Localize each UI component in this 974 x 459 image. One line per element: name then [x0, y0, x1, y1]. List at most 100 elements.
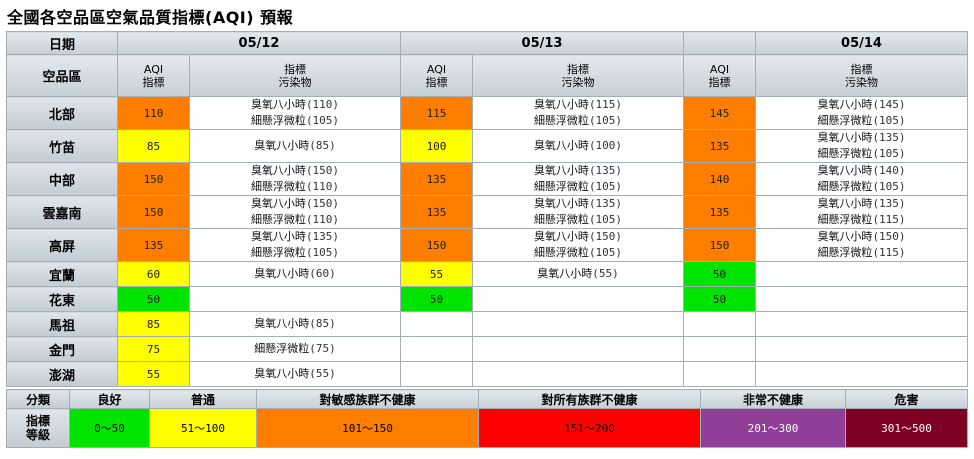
legend-index-label: 指標 等級 — [6, 408, 70, 448]
pollutant-name: 臭氧八小時 — [250, 164, 306, 177]
aqi-header-line2: 指標 — [708, 75, 731, 89]
legend-index-label-line1: 指標 — [25, 414, 50, 428]
pollutant-value: (105) — [305, 246, 340, 259]
pollutant-name: 臭氧八小時 — [254, 367, 310, 380]
pollutant-line: 臭氧八小時(150) — [191, 197, 400, 213]
date-col-0512: 05/12 — [117, 31, 401, 55]
pollutant-name: 臭氧八小時 — [254, 317, 310, 330]
pollutant-line: 臭氧八小時(100) — [474, 138, 683, 154]
pollutant-value: (150) — [588, 230, 623, 243]
pollutant-header: 指標 污染物 — [755, 54, 968, 97]
pollutant-name: 細懸浮微粒 — [817, 246, 873, 259]
pollutant-line: 臭氧八小時(85) — [191, 138, 400, 154]
pollutant-line: 臭氧八小時(55) — [191, 366, 400, 382]
pollutant-line: 細懸浮微粒(75) — [191, 341, 400, 357]
pollutant-line: 細懸浮微粒(105) — [757, 179, 967, 195]
pollutant-name: 細懸浮微粒 — [250, 114, 306, 127]
aqi-value: 135 — [683, 195, 756, 229]
table-row: 金門 75 細懸浮微粒(75) — [6, 336, 968, 362]
aqi-value: 85 — [117, 129, 190, 163]
aqi-header-line1: AQI — [709, 62, 730, 76]
pollutant-line: 細懸浮微粒(105) — [474, 179, 683, 195]
aqi-header: AQI 指標 — [117, 54, 190, 97]
aqi-value: 135 — [400, 162, 473, 196]
table-row: 花東 50 50 50 — [6, 286, 968, 312]
pollutant-value: (105) — [305, 114, 340, 127]
pollutant-cell — [472, 311, 684, 337]
pollutant-cell: 細懸浮微粒(75) — [189, 336, 401, 362]
pollutant-header-line1: 指標 — [850, 62, 873, 76]
pollutant-name: 細懸浮微粒 — [817, 180, 873, 193]
aqi-value — [683, 311, 756, 337]
aqi-value: 75 — [117, 336, 190, 362]
pollutant-cell: 臭氧八小時(140) 細懸浮微粒(105) — [755, 162, 968, 196]
aqi-header-line1: AQI — [426, 62, 447, 76]
pollutant-value: (150) — [872, 230, 906, 243]
pollutant-cell — [755, 361, 968, 387]
table-row: 高屏 135 臭氧八小時(135) 細懸浮微粒(105) 150 臭氧八小時(150) 細懸… — [6, 228, 968, 262]
table-row: 竹苗 85 臭氧八小時(85) 100 臭氧八小時(100) 135 臭氧八小時(135) 細… — [6, 129, 968, 163]
pollutant-cell — [472, 286, 684, 312]
pollutant-value: (135) — [872, 131, 906, 144]
pollutant-value: (85) — [309, 317, 336, 330]
pollutant-line: 細懸浮微粒(110) — [191, 179, 400, 195]
pollutant-cell: 臭氧八小時(60) — [189, 261, 401, 287]
pollutant-cell: 臭氧八小時(135) 細懸浮微粒(105) — [755, 129, 968, 163]
region-name: 雲嘉南 — [6, 195, 118, 229]
aqi-value — [400, 336, 473, 362]
pollutant-line: 細懸浮微粒(115) — [757, 212, 967, 228]
pollutant-name: 臭氧八小時 — [817, 98, 873, 111]
pollutant-name: 細懸浮微粒 — [817, 213, 873, 226]
pollutant-name: 臭氧八小時 — [254, 267, 310, 280]
pollutant-header-line2: 污染物 — [845, 75, 878, 89]
pollutant-name: 細懸浮微粒 — [533, 246, 589, 259]
pollutant-value: (105) — [588, 114, 623, 127]
legend-range-moderate: 51～100 — [149, 408, 257, 448]
pollutant-name: 細懸浮微粒 — [250, 246, 306, 259]
pollutant-value: (110) — [305, 98, 340, 111]
aqi-value — [683, 361, 756, 387]
pollutant-name: 細懸浮微粒 — [817, 114, 873, 127]
pollutant-cell: 臭氧八小時(135) 細懸浮微粒(105) — [472, 195, 684, 229]
pollutant-line: 臭氧八小時(135) — [474, 164, 683, 180]
region-name: 高屏 — [6, 228, 118, 262]
pollutant-cell — [755, 261, 968, 287]
region-name: 澎湖 — [6, 361, 118, 387]
aqi-value: 150 — [400, 228, 473, 262]
pollutant-line: 臭氧八小時(145) — [757, 98, 967, 114]
pollutant-value: (115) — [872, 213, 906, 226]
pollutant-value: (55) — [592, 267, 619, 280]
pollutant-cell: 臭氧八小時(85) — [189, 129, 401, 163]
legend-index-label-line2: 等級 — [25, 428, 50, 442]
table-row: 北部 110 臭氧八小時(110) 細懸浮微粒(105) 115 臭氧八小時(115) 細懸… — [6, 96, 968, 130]
pollutant-value: (115) — [588, 98, 623, 111]
pollutant-name: 臭氧八小時 — [533, 230, 589, 243]
pollutant-name: 臭氧八小時 — [533, 139, 589, 152]
aqi-value: 135 — [400, 195, 473, 229]
legend-category-label: 分類 — [6, 389, 70, 409]
pollutant-cell: 臭氧八小時(110) 細懸浮微粒(105) — [189, 96, 401, 130]
pollutant-line: 臭氧八小時(150) — [757, 230, 967, 246]
pollutant-line: 臭氧八小時(135) — [474, 197, 683, 213]
aqi-value: 50 — [400, 286, 473, 312]
pollutant-line: 臭氧八小時(55) — [474, 266, 683, 282]
pollutant-name: 臭氧八小時 — [250, 98, 306, 111]
legend-level-name: 非常不健康 — [700, 389, 846, 409]
pollutant-name: 臭氧八小時 — [817, 197, 873, 210]
table-row: 中部 150 臭氧八小時(150) 細懸浮微粒(110) 135 臭氧八小時(135) 細懸… — [6, 162, 968, 196]
pollutant-line: 臭氧八小時(60) — [191, 266, 400, 282]
table-row: 雲嘉南 150 臭氧八小時(150) 細懸浮微粒(110) 135 臭氧八小時(135) 細… — [6, 195, 968, 229]
page-title: 全國各空品區空氣品質指標(AQI) 預報 — [7, 8, 294, 27]
pollutant-header-line2: 污染物 — [278, 75, 312, 89]
aqi-value: 60 — [117, 261, 190, 287]
pollutant-cell: 臭氧八小時(100) — [472, 129, 684, 163]
aqi-legend-table: 分類 良好 普通 對敏感族群不健康 對所有族群不健康 非常不健康 危害 指標 等級… — [6, 389, 968, 448]
aqi-value: 115 — [400, 96, 473, 130]
pollutant-name: 臭氧八小時 — [250, 197, 306, 210]
region-header: 空品區 — [6, 54, 118, 97]
pollutant-line: 臭氧八小時(85) — [191, 316, 400, 332]
pollutant-cell: 臭氧八小時(135) 細懸浮微粒(105) — [472, 162, 684, 196]
aqi-value: 150 — [683, 228, 756, 262]
pollutant-line: 細懸浮微粒(105) — [757, 146, 967, 162]
region-name: 中部 — [6, 162, 118, 196]
